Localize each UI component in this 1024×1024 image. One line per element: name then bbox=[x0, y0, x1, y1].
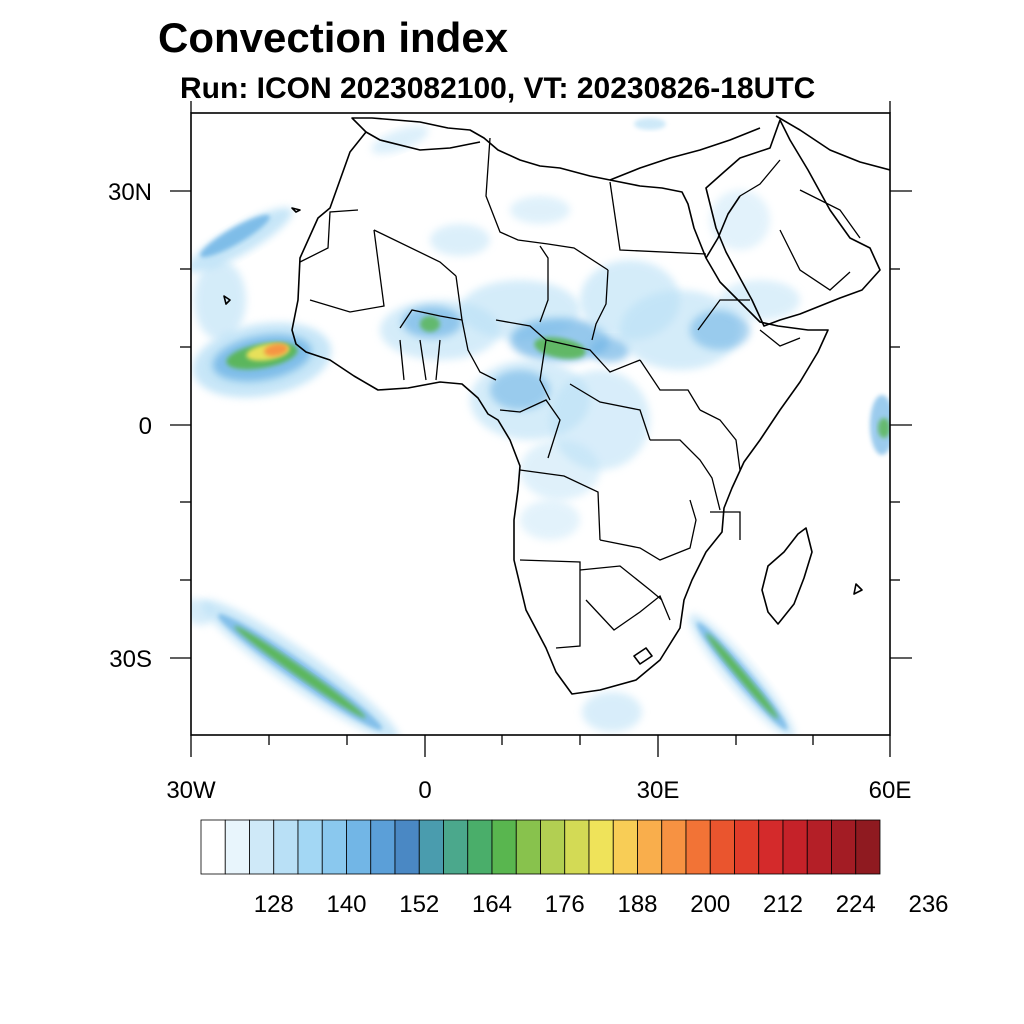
colorbar-label: 212 bbox=[763, 891, 803, 918]
convection-cell bbox=[490, 370, 550, 410]
colorbar-box bbox=[637, 819, 663, 875]
convection-cell bbox=[520, 440, 600, 500]
x-tick-label: 30E bbox=[637, 777, 680, 804]
convection-cell bbox=[191, 598, 214, 626]
country-borders bbox=[299, 137, 861, 649]
colorbar-box bbox=[782, 819, 808, 875]
axis-ticks bbox=[170, 101, 912, 757]
convection-cell bbox=[620, 290, 740, 370]
colorbar-box bbox=[709, 819, 735, 875]
colorbar-box bbox=[661, 819, 687, 875]
colorbar-box bbox=[564, 819, 590, 875]
convection-cell bbox=[634, 118, 666, 130]
convection-cell bbox=[510, 196, 570, 224]
map-title: Convection index bbox=[158, 14, 509, 61]
convection-cell bbox=[534, 337, 586, 359]
colorbar-box bbox=[394, 819, 420, 875]
y-tick-label: 30N bbox=[108, 179, 152, 206]
y-tick-label: 0 bbox=[139, 413, 152, 440]
convection-shading bbox=[191, 118, 890, 735]
convection-cell bbox=[720, 280, 800, 320]
y-tick-label: 30S bbox=[109, 646, 152, 673]
colorbar-box bbox=[491, 819, 517, 875]
colorbar-label: 140 bbox=[326, 891, 366, 918]
colorbar-box bbox=[806, 819, 832, 875]
colorbar-box bbox=[321, 819, 347, 875]
colorbar-label: 128 bbox=[254, 891, 294, 918]
convection-cell bbox=[264, 343, 288, 357]
colorbar-box bbox=[467, 819, 493, 875]
convection-cell bbox=[705, 633, 779, 719]
map-frame bbox=[190, 112, 891, 736]
colorbar-box bbox=[224, 819, 250, 875]
convection-cell bbox=[710, 190, 770, 250]
colorbar-box bbox=[758, 819, 784, 875]
map-subtitle: Run: ICON 2023082100, VT: 20230826-18UTC bbox=[180, 72, 816, 105]
convection-cell bbox=[200, 214, 270, 258]
colorbar-box bbox=[418, 819, 444, 875]
colorbar-box bbox=[273, 819, 299, 875]
colorbar-box bbox=[346, 819, 372, 875]
colorbar-label: 164 bbox=[472, 891, 512, 918]
colorbar-box bbox=[249, 819, 275, 875]
convection-cell bbox=[194, 260, 246, 340]
x-tick-label: 0 bbox=[418, 777, 431, 804]
colorbar-box bbox=[612, 819, 638, 875]
colorbar-box bbox=[588, 819, 614, 875]
colorbar bbox=[200, 819, 881, 875]
colorbar-box bbox=[855, 819, 881, 875]
convection-cell bbox=[878, 418, 890, 438]
convection-cell bbox=[430, 224, 490, 256]
colorbar-label: 176 bbox=[545, 891, 585, 918]
coastlines bbox=[223, 115, 890, 695]
convection-cell bbox=[234, 625, 366, 719]
colorbar-box bbox=[200, 819, 226, 875]
convection-cell bbox=[520, 500, 580, 540]
colorbar-box bbox=[370, 819, 396, 875]
x-tick-label: 30W bbox=[166, 777, 216, 804]
x-tick-label: 60E bbox=[869, 777, 912, 804]
convection-cell bbox=[420, 316, 440, 332]
colorbar-box bbox=[540, 819, 566, 875]
colorbar-box bbox=[685, 819, 711, 875]
convection-cell bbox=[371, 126, 429, 154]
colorbar-label: 188 bbox=[617, 891, 657, 918]
convection-cell bbox=[590, 338, 630, 362]
colorbar-box bbox=[515, 819, 541, 875]
convection-cell bbox=[582, 692, 642, 732]
colorbar-box bbox=[297, 819, 323, 875]
colorbar-label: 200 bbox=[690, 891, 730, 918]
colorbar-label: 152 bbox=[399, 891, 439, 918]
colorbar-label: 224 bbox=[836, 891, 876, 918]
colorbar-box bbox=[443, 819, 469, 875]
colorbar-box bbox=[734, 819, 760, 875]
colorbar-labels: 128 140 152 164 176 188 200 212 224 236 bbox=[254, 891, 949, 918]
colorbar-label: 236 bbox=[908, 891, 948, 918]
colorbar-box bbox=[831, 819, 857, 875]
